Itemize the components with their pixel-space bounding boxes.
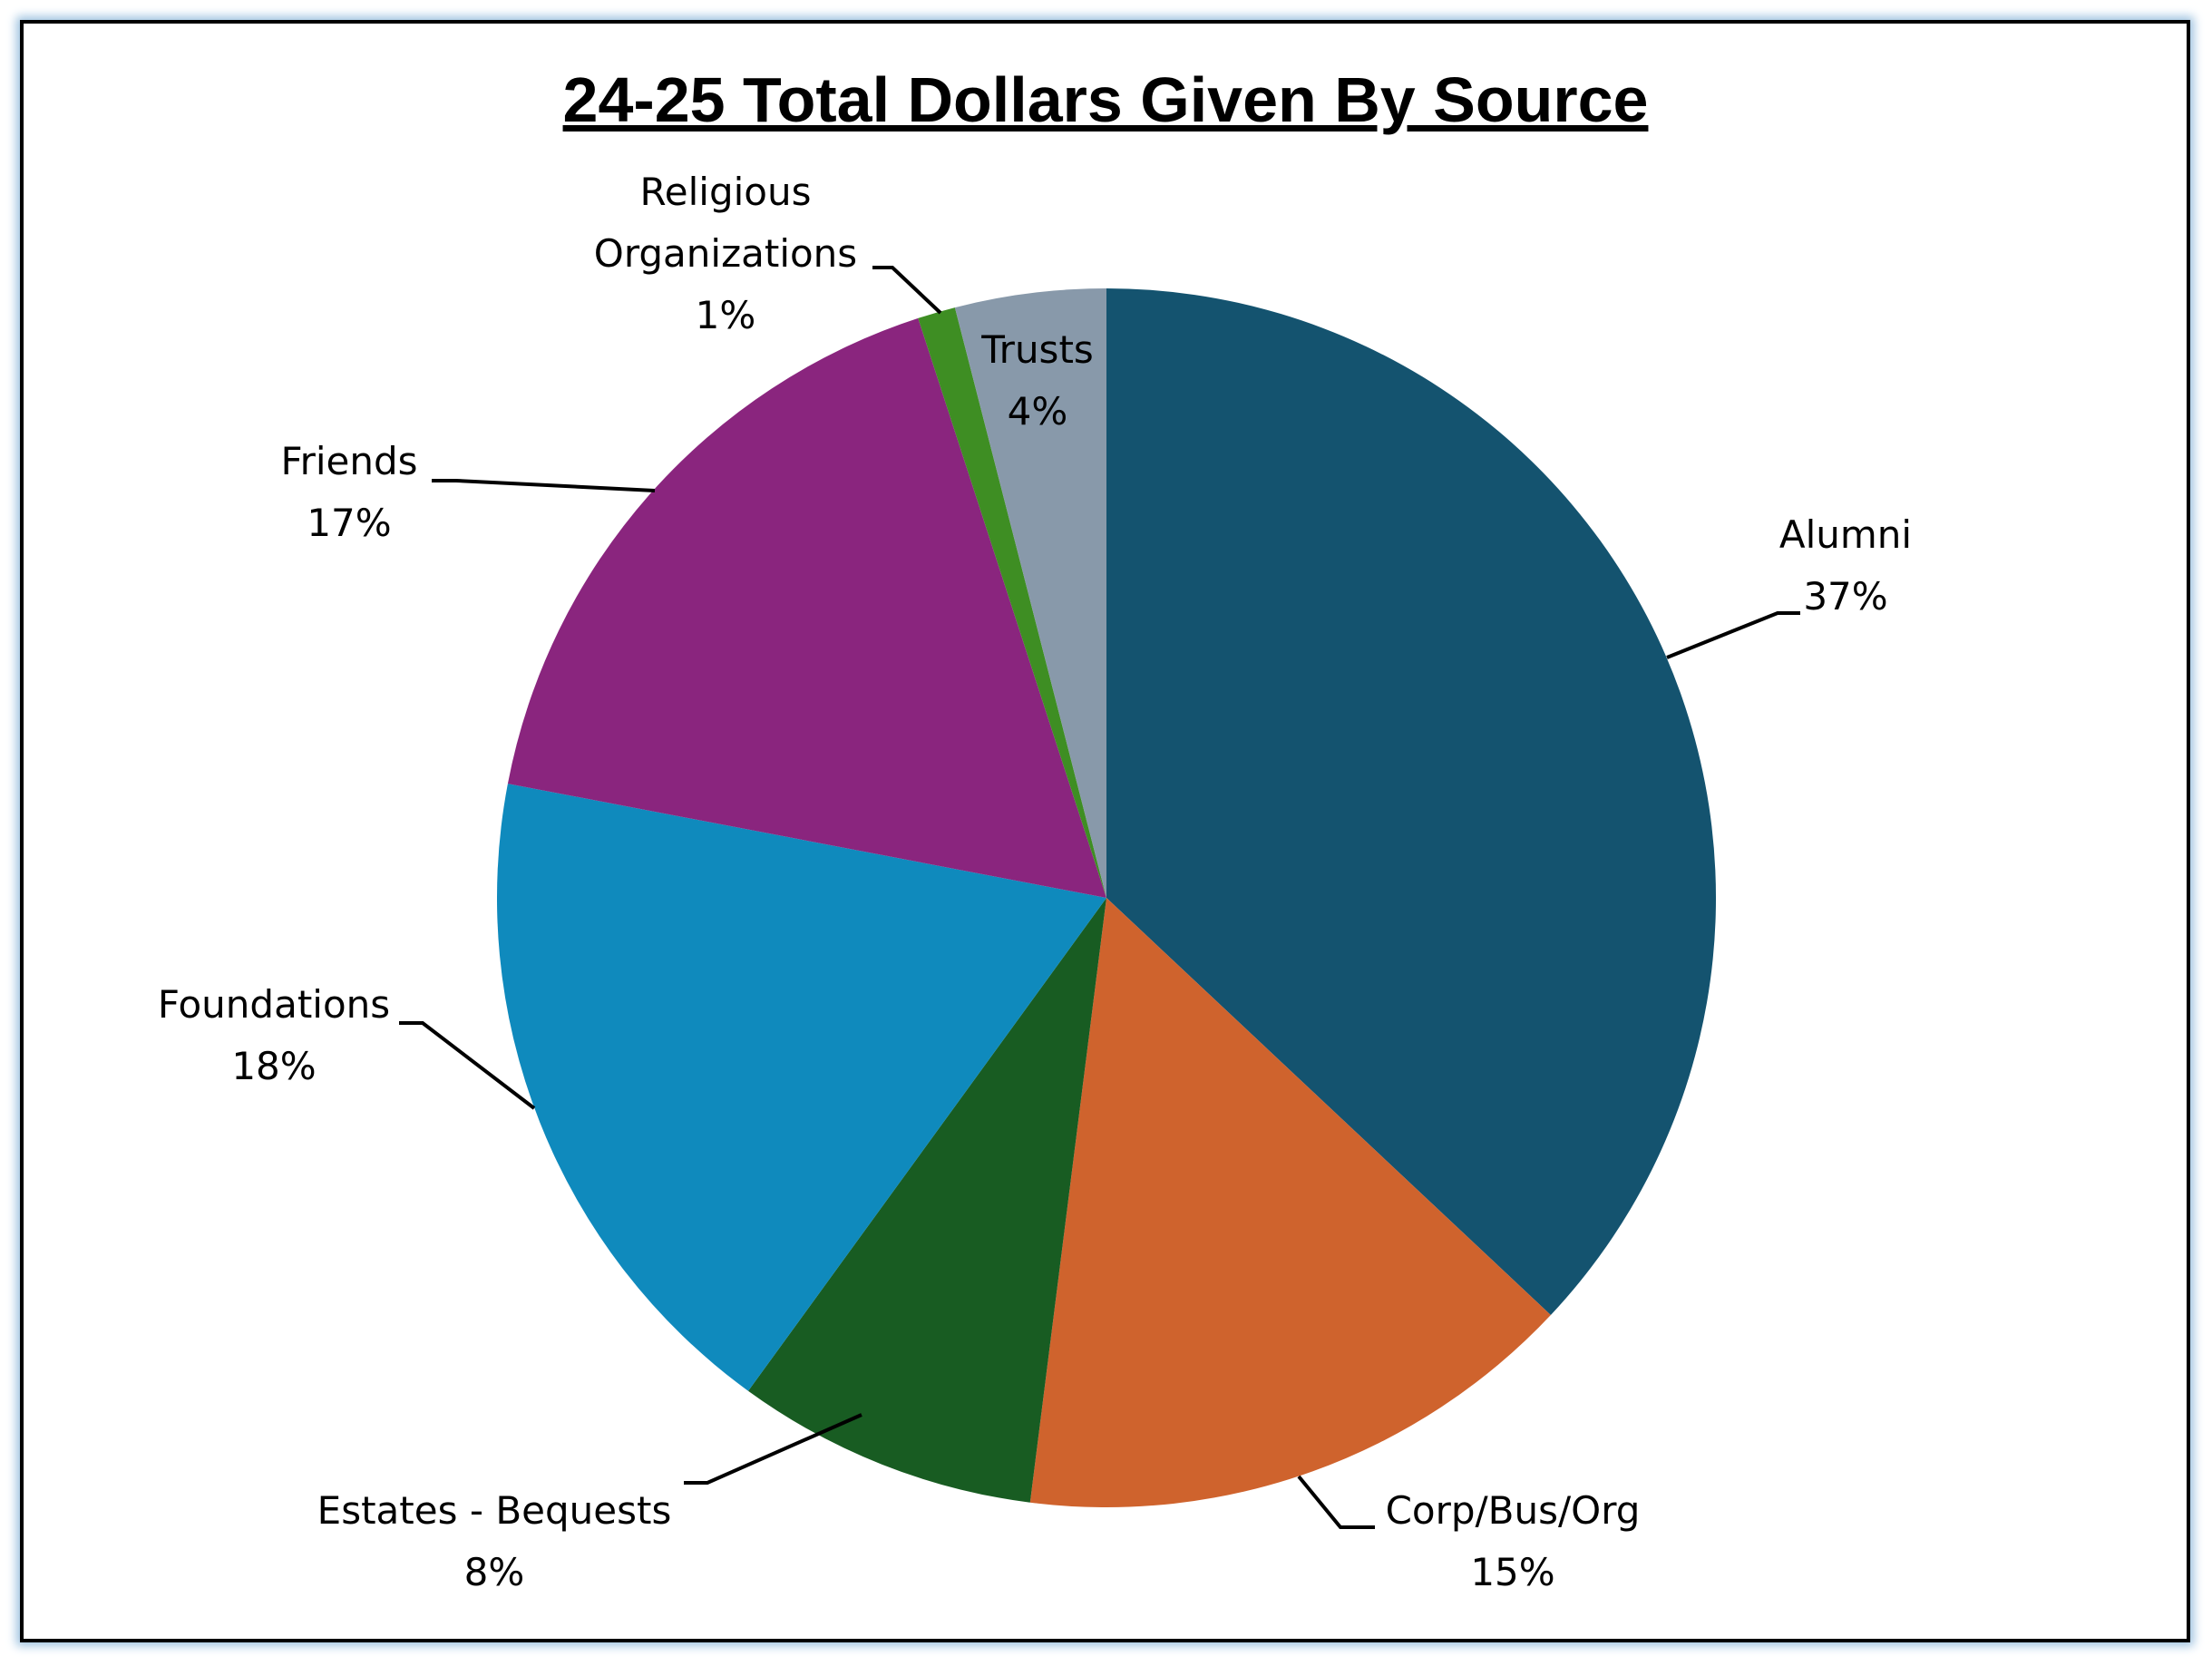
pie-slice-foundations bbox=[496, 784, 1106, 1391]
data-label-estates-bequests: Estates - Bequests 8% bbox=[317, 1488, 672, 1594]
leader-line-alumni bbox=[1666, 611, 1800, 659]
data-label-name: Friends bbox=[280, 439, 417, 483]
pie-slice-friends bbox=[507, 317, 1106, 898]
pie-slice-corp-bus-org bbox=[1029, 898, 1551, 1507]
data-labels: Alumni 37% Corp/Bus/Org 15% Estates - Beques… bbox=[158, 170, 1912, 1594]
leader-lines bbox=[399, 266, 1800, 1529]
pie-slices bbox=[496, 287, 1717, 1507]
leader-line-foundations bbox=[399, 1021, 536, 1110]
data-label-name: Estates - Bequests bbox=[317, 1488, 672, 1533]
data-label-name: Foundations bbox=[158, 982, 390, 1027]
data-label-name: Alumni bbox=[1779, 512, 1912, 557]
data-label-name: Trusts bbox=[980, 327, 1094, 372]
pie-slice-alumni bbox=[1106, 287, 1717, 1315]
data-label-religious-organizations: Religious Organizations 1% bbox=[594, 170, 857, 337]
pie-slice-estates-bequests bbox=[748, 898, 1106, 1503]
data-label-name: Corp/Bus/Org bbox=[1386, 1488, 1641, 1533]
data-label-percent: 15% bbox=[1470, 1550, 1554, 1594]
data-label-name: Organizations bbox=[594, 231, 857, 276]
data-label-percent: 17% bbox=[307, 501, 391, 545]
pie-slice-religious-organizations bbox=[918, 307, 1106, 899]
data-label-alumni: Alumni 37% bbox=[1779, 512, 1912, 619]
leader-line-corp-bus-org bbox=[1297, 1475, 1375, 1529]
data-label-friends: Friends 17% bbox=[280, 439, 417, 545]
data-label-foundations: Foundations 18% bbox=[158, 982, 390, 1088]
leader-line-estates-bequests bbox=[684, 1413, 862, 1485]
data-label-percent: 18% bbox=[231, 1044, 316, 1088]
leader-line-religious-organizations bbox=[872, 266, 942, 315]
chart-title: 24-25 Total Dollars Given By Source bbox=[563, 64, 1649, 135]
data-label-name: Religious bbox=[640, 170, 812, 214]
data-label-percent: 1% bbox=[696, 293, 756, 337]
data-label-percent: 8% bbox=[464, 1550, 525, 1594]
data-label-trusts: Trusts 4% bbox=[980, 327, 1094, 434]
data-label-corp-bus-org: Corp/Bus/Org 15% bbox=[1386, 1488, 1641, 1594]
pie-slice-trusts bbox=[954, 288, 1106, 898]
leader-line-friends bbox=[432, 479, 656, 492]
data-label-percent: 4% bbox=[1008, 389, 1068, 434]
data-label-percent: 37% bbox=[1803, 574, 1887, 619]
